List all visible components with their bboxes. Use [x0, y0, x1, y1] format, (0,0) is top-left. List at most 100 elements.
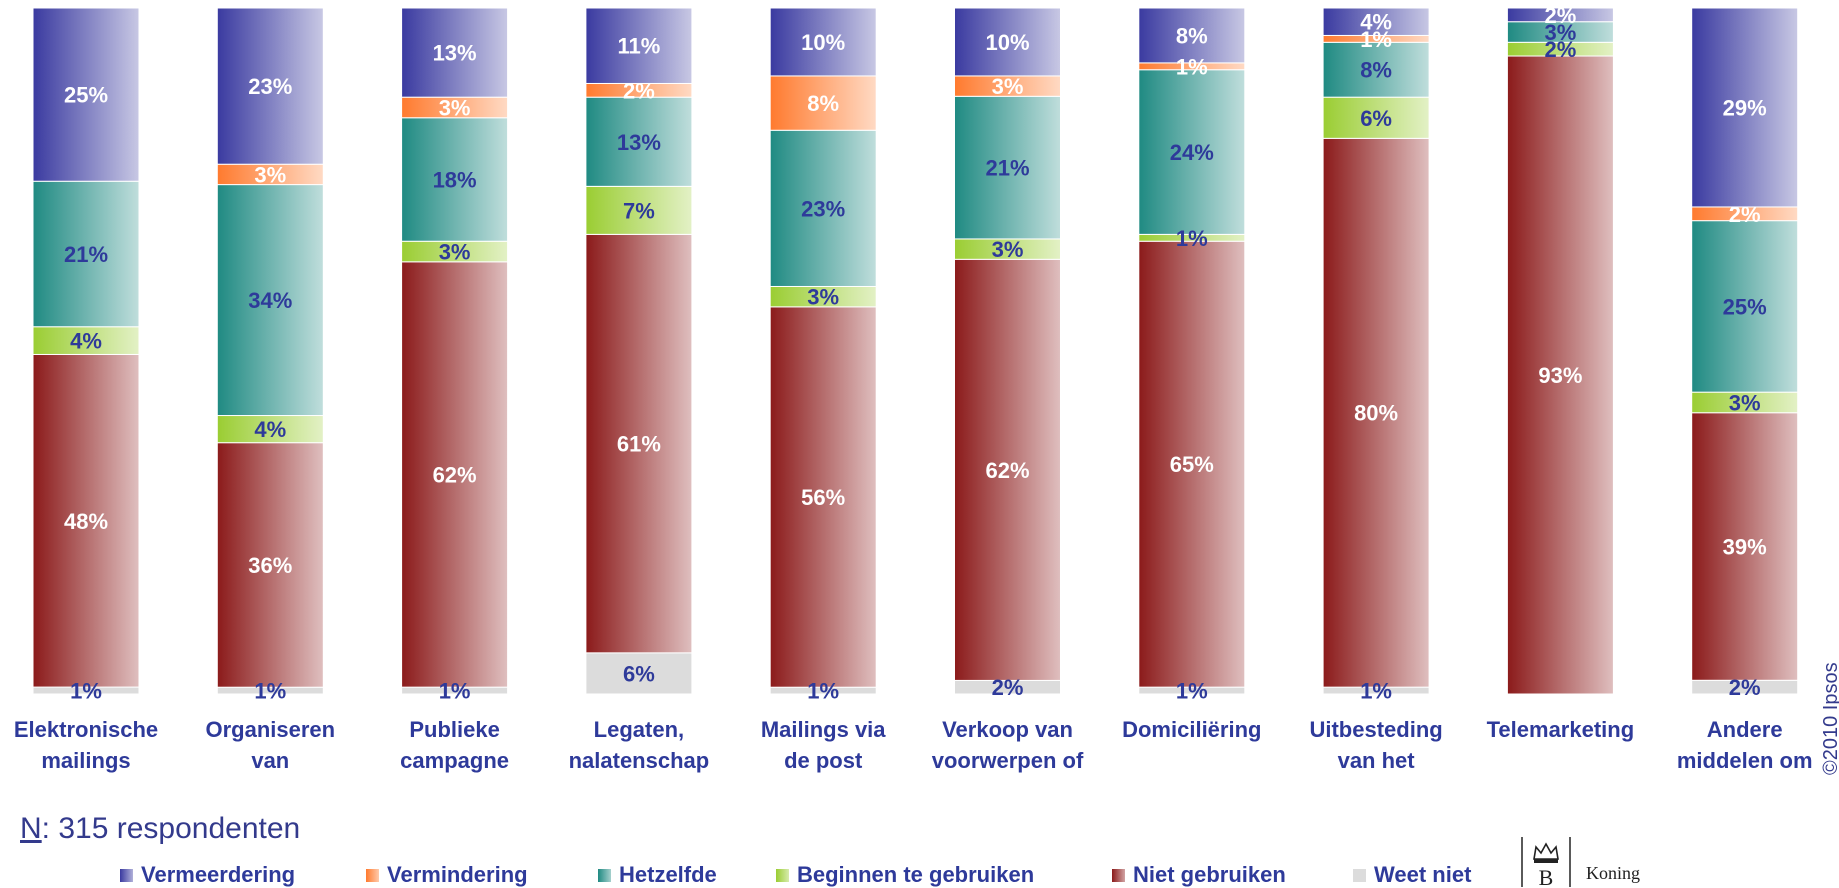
bar-segment-mailings-via-de-post-vermeerdering — [769, 7, 877, 77]
data-label-elektronische-mailings-hetzelfde: 21% — [64, 242, 108, 267]
bar-segment-legaten-nalatenschap-vermeerdering — [585, 7, 693, 84]
data-label-mailings-via-de-post-vermindering: 8% — [807, 91, 839, 116]
bar-segment-elektronische-mailings-niet-gebruiken — [32, 353, 140, 688]
logo-letter: B — [1539, 865, 1554, 887]
legend-item-vermindering: Vermindering — [366, 862, 528, 888]
data-label-publieke-campagne-vermindering: 3% — [439, 95, 471, 120]
legend-swatch-vermeerdering — [120, 868, 133, 882]
bar-segment-domiciliering-vermeerdering — [1138, 7, 1246, 64]
bar-segment-elektronische-mailings-hetzelfde — [32, 180, 140, 328]
category-label-domiciliering: Domiciliëring — [1122, 717, 1261, 742]
legend-label-vermindering: Vermindering — [387, 862, 528, 887]
data-label-legaten-nalatenschap-beginnen-te-gebruiken: 7% — [623, 198, 655, 223]
data-label-andere-middelen-om-fondsen-in-te-zamelen-weet-niet: 2% — [1729, 675, 1761, 700]
bar-segment-uitbesteding-van-het-inzamelen-van-fondsen-niet-gebruiken — [1322, 137, 1430, 688]
bar-segment-mailings-via-de-post-hetzelfde — [769, 129, 877, 287]
data-label-uitbesteding-van-het-inzamelen-van-fondsen-vermeerdering: 4% — [1360, 10, 1392, 35]
category-label-elektronische-mailings: Elektronische mailings — [14, 717, 158, 773]
bar-segment-legaten-nalatenschap-niet-gebruiken — [585, 233, 693, 654]
data-label-uitbesteding-van-het-inzamelen-van-fondsen-hetzelfde: 8% — [1360, 58, 1392, 83]
legend-swatch-vermindering — [366, 868, 379, 882]
bar-segment-elektronische-mailings-vermeerdering — [32, 7, 140, 182]
bar-segment-organiseren-van-evenementen-hetzelfde — [216, 184, 324, 417]
data-label-legaten-nalatenschap-niet-gebruiken: 61% — [617, 432, 661, 457]
koning-logo: B Koning — [1520, 837, 1830, 887]
bar-segment-domiciliering-hetzelfde — [1138, 69, 1246, 235]
data-label-verkoop-van-voorwerpen-of-publicaties-niet-gebruiken: 62% — [985, 458, 1029, 483]
stacked-bar-chart: 1% 48% 4% 21% 25% 1% 36% 4% 34% 3% 23% 1% 62% 3% 18% 3%… — [13, 3, 1814, 780]
data-label-domiciliering-hetzelfde: 24% — [1170, 140, 1214, 165]
legend-item-weet-niet: Weet niet — [1353, 862, 1471, 888]
bar-segment-publieke-campagne-hetzelfde — [401, 117, 509, 242]
data-label-verkoop-van-voorwerpen-of-publicaties-vermeerdering: 10% — [985, 30, 1029, 55]
segment-labels-group: 1% 48% 4% 21% 25% 1% 36% 4% 34% 3% 23% 1% 62% 3% 18% 3%… — [64, 3, 1767, 704]
data-label-organiseren-van-evenementen-vermeerdering: 23% — [248, 74, 292, 99]
bar-segment-publieke-campagne-niet-gebruiken — [401, 261, 509, 688]
legend-label-vermeerdering: Vermeerdering — [141, 862, 296, 887]
data-label-uitbesteding-van-het-inzamelen-van-fondsen-beginnen-te-gebruiken: 6% — [1360, 106, 1392, 131]
bar-segment-organiseren-van-evenementen-vermeerdering — [216, 7, 324, 165]
bar-segment-uitbesteding-van-het-inzamelen-van-fondsen-hetzelfde — [1322, 41, 1430, 98]
data-label-organiseren-van-evenementen-weet-niet: 1% — [254, 679, 286, 704]
legend-label-hetzelfde: Hetzelfde — [619, 862, 717, 887]
bar-segment-telemarketing-niet-gebruiken — [1506, 55, 1614, 695]
bar-segment-legaten-nalatenschap-hetzelfde — [585, 96, 693, 187]
legend-item-beginnen-te-gebruiken: Beginnen te gebruiken — [776, 862, 1034, 888]
data-label-verkoop-van-voorwerpen-of-publicaties-weet-niet: 2% — [992, 675, 1024, 700]
bar-segment-mailings-via-de-post-niet-gebruiken — [769, 306, 877, 688]
legend-item-vermeerdering: Vermeerdering — [120, 862, 295, 888]
data-label-andere-middelen-om-fondsen-in-te-zamelen-vermindering: 2% — [1729, 202, 1761, 227]
category-label-legaten-nalatenschap: Legaten, nalatenschap — [569, 717, 710, 773]
data-label-organiseren-van-evenementen-hetzelfde: 34% — [248, 288, 292, 313]
category-label-mailings-via-de-post: Mailings via de post — [761, 717, 886, 773]
bar-segment-legaten-nalatenschap-beginnen-te-gebruiken — [585, 185, 693, 235]
data-label-mailings-via-de-post-weet-niet: 1% — [807, 679, 839, 704]
data-label-telemarketing-hetzelfde: 3% — [1545, 20, 1577, 45]
data-label-legaten-nalatenschap-weet-niet: 6% — [623, 661, 655, 686]
data-label-elektronische-mailings-vermeerdering: 25% — [64, 83, 108, 108]
data-label-mailings-via-de-post-niet-gebruiken: 56% — [801, 485, 845, 510]
data-label-elektronische-mailings-beginnen-te-gebruiken: 4% — [70, 329, 102, 354]
bar-segment-andere-middelen-om-fondsen-in-te-zamelen-hetzelfde — [1691, 220, 1799, 393]
data-label-mailings-via-de-post-hetzelfde: 23% — [801, 196, 845, 221]
bar-segment-uitbesteding-van-het-inzamelen-van-fondsen-vermeerdering — [1322, 7, 1430, 36]
data-label-telemarketing-beginnen-te-gebruiken: 2% — [1545, 37, 1577, 62]
data-label-andere-middelen-om-fondsen-in-te-zamelen-beginnen-te-gebruiken: 3% — [1729, 390, 1761, 415]
data-label-elektronische-mailings-niet-gebruiken: 48% — [64, 509, 108, 534]
legend-item-hetzelfde: Hetzelfde — [598, 862, 717, 888]
bar-segment-publieke-campagne-vermeerdering — [401, 7, 509, 98]
bar-segment-andere-middelen-om-fondsen-in-te-zamelen-vermeerdering — [1691, 7, 1799, 208]
respondent-count: N: 315 respondenten — [20, 812, 300, 846]
data-label-telemarketing-niet-gebruiken: 93% — [1538, 363, 1582, 388]
bar-segment-domiciliering-niet-gebruiken — [1138, 240, 1246, 688]
data-label-organiseren-van-evenementen-beginnen-te-gebruiken: 4% — [254, 417, 286, 442]
data-label-legaten-nalatenschap-vermeerdering: 11% — [617, 34, 660, 59]
category-label-telemarketing: Telemarketing — [1487, 717, 1635, 742]
bar-segment-telemarketing-vermeerdering — [1506, 7, 1614, 23]
data-label-andere-middelen-om-fondsen-in-te-zamelen-niet-gebruiken: 39% — [1723, 535, 1767, 560]
bar-segment-andere-middelen-om-fondsen-in-te-zamelen-niet-gebruiken — [1691, 412, 1799, 681]
data-label-uitbesteding-van-het-inzamelen-van-fondsen-vermindering: 1% — [1360, 27, 1392, 52]
data-label-publieke-campagne-weet-niet: 1% — [439, 679, 471, 704]
bars-group — [32, 7, 1799, 695]
data-label-andere-middelen-om-fondsen-in-te-zamelen-hetzelfde: 25% — [1723, 294, 1767, 319]
data-label-domiciliering-weet-niet: 1% — [1176, 679, 1208, 704]
data-label-verkoop-van-voorwerpen-of-publicaties-vermindering: 3% — [992, 74, 1024, 99]
category-label-organiseren-van-evenementen: Organiserenvanevenementen — [200, 717, 341, 780]
data-label-andere-middelen-om-fondsen-in-te-zamelen-vermeerdering: 29% — [1723, 95, 1767, 120]
data-label-mailings-via-de-post-vermeerdering: 10% — [801, 30, 845, 55]
data-label-legaten-nalatenschap-hetzelfde: 13% — [617, 130, 661, 155]
bar-segment-mailings-via-de-post-vermindering — [769, 75, 877, 131]
legend-label-niet-gebruiken: Niet gebruiken — [1133, 862, 1286, 887]
legend-swatch-weet-niet — [1353, 868, 1366, 882]
data-label-publieke-campagne-hetzelfde: 18% — [433, 168, 477, 193]
legend-label-beginnen-te-gebruiken: Beginnen te gebruiken — [797, 862, 1035, 887]
data-label-publieke-campagne-niet-gebruiken: 62% — [433, 462, 477, 487]
data-label-elektronische-mailings-weet-niet: 1% — [70, 679, 102, 704]
copyright-notice: ©2010 Ipsos — [1820, 662, 1839, 775]
data-label-uitbesteding-van-het-inzamelen-van-fondsen-niet-gebruiken: 80% — [1354, 401, 1398, 426]
category-label-publieke-campagne: Publieke campagne — [400, 717, 509, 773]
